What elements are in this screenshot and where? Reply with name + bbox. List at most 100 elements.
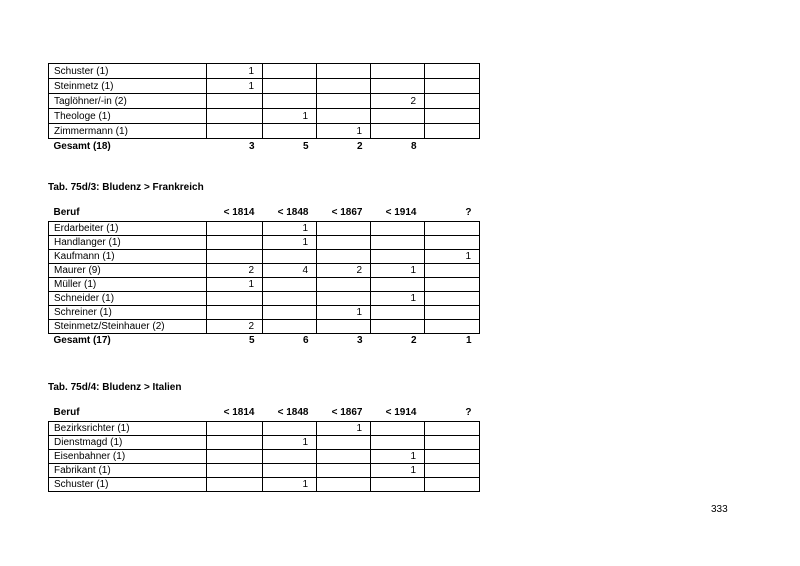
value-cell — [206, 448, 263, 464]
value-cell — [424, 448, 480, 464]
value-cell — [370, 304, 425, 320]
value-cell — [262, 78, 317, 94]
column-header: Beruf — [48, 405, 207, 422]
table-row: Dienstmagd (1) 1 — [48, 434, 480, 450]
total-value-cell — [425, 139, 480, 154]
beruf-cell: Taglöhner/-in (2) — [48, 93, 207, 109]
beruf-cell: Schneider (1) — [48, 290, 207, 306]
column-header: ? — [424, 205, 480, 222]
table-row: Fabrikant (1) 1 — [48, 462, 480, 478]
value-cell — [370, 78, 425, 94]
table-row: Schuster (1) 1 — [48, 63, 480, 79]
total-label-cell: Gesamt (18) — [53, 140, 111, 152]
column-header: < 1914 — [370, 205, 425, 222]
value-cell — [206, 248, 263, 264]
value-cell: 1 — [262, 476, 317, 492]
table-row: Schreiner (1) 1 — [48, 304, 480, 320]
value-cell: 2 — [206, 318, 263, 334]
value-cell — [424, 304, 480, 320]
value-cell: 1 — [262, 434, 317, 450]
value-cell — [424, 78, 480, 94]
value-cell: 1 — [370, 448, 425, 464]
beruf-cell: Schuster (1) — [48, 63, 207, 79]
value-cell — [370, 434, 425, 450]
value-cell — [424, 123, 480, 139]
value-cell — [206, 434, 263, 450]
value-cell — [262, 63, 317, 79]
value-cell: 1 — [424, 248, 480, 264]
table-75d3-bludenz-frankreich: Beruf < 1814 < 1848 < 1867 < 1914? Erdarbeite… — [48, 205, 480, 348]
beruf-cell: Schreiner (1) — [48, 304, 207, 320]
table-row: Eisenbahner (1) 1 — [48, 448, 480, 464]
beruf-cell: Steinmetz (1) — [48, 78, 207, 94]
value-cell — [424, 420, 480, 436]
beruf-cell: Theologe (1) — [48, 108, 207, 124]
value-cell — [206, 108, 263, 124]
value-cell — [262, 318, 317, 334]
value-cell: 1 — [206, 276, 263, 292]
value-cell — [316, 476, 371, 492]
value-cell — [206, 462, 263, 478]
value-cell — [370, 234, 425, 250]
value-cell: 4 — [262, 262, 317, 278]
value-cell: 1 — [316, 420, 371, 436]
value-cell: 1 — [316, 304, 371, 320]
value-cell — [206, 220, 263, 236]
column-header: < 1814 — [206, 405, 263, 422]
table-row: Bezirksrichter (1) 1 — [48, 420, 480, 436]
total-value-cell: 5 — [248, 335, 255, 347]
column-header: Beruf — [48, 205, 207, 222]
total-label-cell: Gesamt (17) — [53, 335, 111, 347]
column-header: < 1814 — [206, 205, 263, 222]
value-cell — [206, 290, 263, 306]
table-row: Schneider (1) 1 — [48, 290, 480, 306]
value-cell — [370, 220, 425, 236]
value-cell — [206, 93, 263, 109]
beruf-cell: Zimmermann (1) — [48, 123, 207, 139]
value-cell — [206, 476, 263, 492]
value-cell — [316, 220, 371, 236]
value-cell: 1 — [262, 220, 317, 236]
table-total-row: Gesamt (18) 3 5 2 8 — [49, 139, 480, 154]
beruf-cell: Dienstmagd (1) — [48, 434, 207, 450]
total-value-cell: 5 — [302, 140, 309, 152]
value-cell — [262, 448, 317, 464]
table-row: Zimmermann (1) 1 — [48, 123, 480, 139]
value-cell — [262, 123, 317, 139]
value-cell — [370, 63, 425, 79]
table-row: Taglöhner/-in (2) 2 — [48, 93, 480, 109]
beruf-cell: Kaufmann (1) — [48, 248, 207, 264]
value-cell: 1 — [370, 462, 425, 478]
total-value-cell: 6 — [302, 335, 309, 347]
beruf-cell: Erdarbeiter (1) — [48, 220, 207, 236]
value-cell — [262, 290, 317, 306]
value-cell — [316, 318, 371, 334]
value-cell — [206, 420, 263, 436]
table-header-row: Beruf < 1814 < 1848 < 1867 < 1914? — [48, 405, 480, 422]
value-cell — [370, 276, 425, 292]
value-cell — [316, 93, 371, 109]
table-total-row: Gesamt (17) 5 6 3 2 1 — [49, 333, 480, 348]
value-cell — [316, 290, 371, 306]
table-row: Steinmetz/Steinhauer (2) 2 — [48, 318, 480, 334]
table-row: Maurer (9) 2 4 2 1 — [48, 262, 480, 278]
total-value-cell: 1 — [465, 335, 472, 347]
total-value-cell: 3 — [248, 140, 255, 152]
value-cell — [262, 276, 317, 292]
table-row: Müller (1) 1 — [48, 276, 480, 292]
value-cell: 2 — [316, 262, 371, 278]
value-cell — [206, 123, 263, 139]
beruf-cell: Handlanger (1) — [48, 234, 207, 250]
value-cell — [316, 78, 371, 94]
value-cell — [316, 234, 371, 250]
value-cell — [370, 420, 425, 436]
total-value-cell: 8 — [410, 140, 417, 152]
value-cell: 1 — [370, 262, 425, 278]
value-cell: 2 — [206, 262, 263, 278]
value-cell — [424, 476, 480, 492]
table-header-row: Beruf < 1814 < 1848 < 1867 < 1914? — [48, 205, 480, 222]
table-row: Erdarbeiter (1) 1 — [48, 220, 480, 236]
beruf-cell: Schuster (1) — [48, 476, 207, 492]
column-header: < 1867 — [316, 405, 371, 422]
